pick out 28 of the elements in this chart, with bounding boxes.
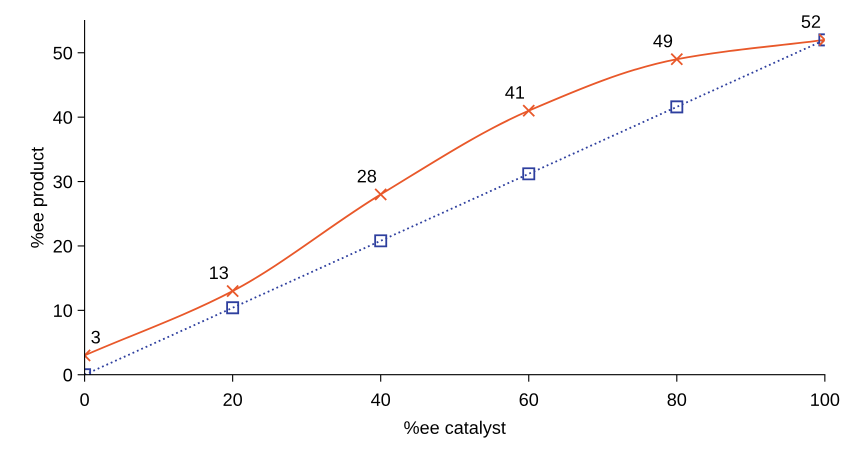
data-label: 13 bbox=[210, 266, 228, 280]
y-tick-label: 0 bbox=[63, 368, 72, 382]
x-tick-label: 100 bbox=[811, 393, 840, 406]
y-tick-label: 10 bbox=[54, 304, 72, 318]
point bbox=[670, 100, 684, 114]
y-tick-label: 40 bbox=[53, 111, 72, 124]
point bbox=[374, 234, 388, 248]
point bbox=[522, 104, 536, 118]
point bbox=[670, 52, 684, 66]
x-axis-title: %ee catalyst bbox=[404, 420, 506, 438]
x-tick-label: 60 bbox=[520, 393, 538, 406]
y-tick-label: 20 bbox=[54, 240, 72, 253]
data-label: 49 bbox=[653, 34, 672, 48]
y-axis-title: %ee product bbox=[30, 147, 48, 248]
data-label: 41 bbox=[505, 86, 524, 99]
data-label: 52 bbox=[802, 15, 820, 28]
point bbox=[374, 188, 388, 201]
point bbox=[226, 284, 240, 298]
point bbox=[226, 301, 240, 314]
x-tick-label: 0 bbox=[80, 393, 89, 406]
data-label: 28 bbox=[358, 170, 376, 183]
x-tick-label: 20 bbox=[224, 393, 242, 406]
x-tick-label: 40 bbox=[371, 393, 390, 406]
y-tick-label: 50 bbox=[53, 46, 72, 60]
data-label: 3 bbox=[91, 330, 100, 344]
x-tick-label: 80 bbox=[668, 393, 686, 406]
point bbox=[522, 167, 536, 180]
y-tick-label: 30 bbox=[53, 175, 72, 188]
